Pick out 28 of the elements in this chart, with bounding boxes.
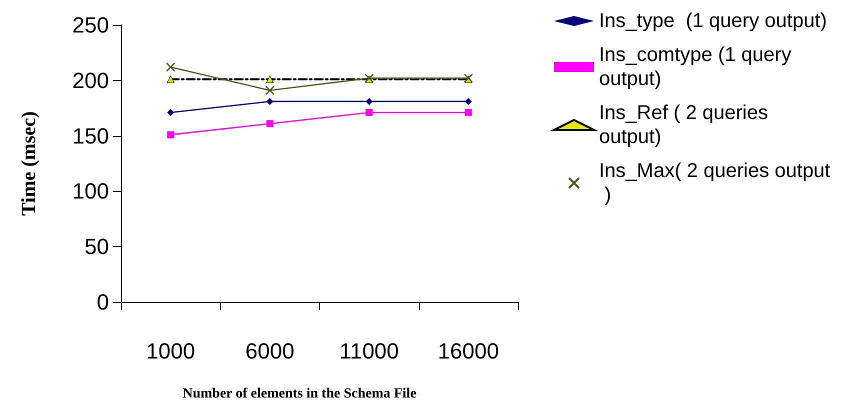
y-tick-label: 50 (84, 234, 109, 260)
point (266, 98, 274, 105)
point (366, 98, 373, 105)
y-tick-label: 100 (72, 178, 109, 204)
x-tick-label: 16000 (438, 338, 499, 364)
point (464, 98, 472, 105)
point (265, 86, 275, 96)
legend-label: Ins_comtype (1 query output) (599, 44, 797, 90)
point (167, 109, 174, 116)
x-tick-label: 11000 (339, 338, 399, 364)
point (266, 76, 274, 84)
legend-label: Ins_Max( 2 queries output ) (599, 160, 831, 206)
y-tick-label: 250 (72, 12, 109, 38)
y-tick-label: 150 (72, 123, 109, 148)
y-tick-label: 200 (72, 68, 109, 93)
point (167, 131, 174, 138)
legend-label: Ins_Ref ( 2 queries output) (599, 102, 774, 148)
legend-label: Ins_type (1 query output) (599, 10, 827, 32)
y-tick-label: 0 (96, 290, 109, 314)
point (366, 109, 373, 116)
point (166, 62, 176, 72)
x-axis-title: Number of elements in the Schema File (182, 386, 416, 402)
point (166, 76, 174, 84)
x-tick-label: 1000 (146, 338, 196, 364)
point (266, 120, 274, 128)
point (464, 109, 472, 116)
y-axis-title: Time (msec) (18, 111, 40, 216)
x-tick-label: 6000 (245, 338, 294, 364)
